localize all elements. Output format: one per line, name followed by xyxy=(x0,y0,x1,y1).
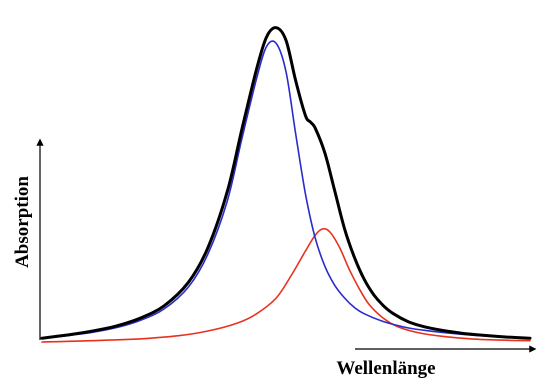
series-layer xyxy=(40,26,532,343)
x-axis-label: Wellenlänge xyxy=(336,358,435,379)
series-red-component xyxy=(41,227,531,343)
series-blue-component xyxy=(41,40,531,339)
y-axis-label: Absorption xyxy=(12,176,33,268)
series-black-total xyxy=(40,26,532,340)
